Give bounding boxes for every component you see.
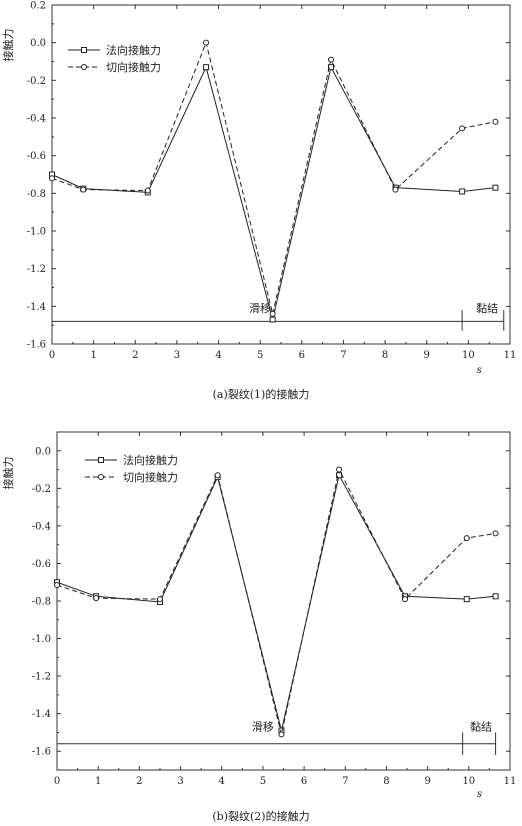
x-tick-label: 3: [174, 350, 180, 361]
x-tick-label: 10: [462, 776, 475, 787]
chart-a: 0 1 2 3 4 5 6 7 8 9 10 11 0.2 0.0 -0.2 -0.4 -0.6 -0.8 -1.0…: [1, 1, 516, 402]
x-tick-label: 2: [132, 350, 138, 361]
y-tick-label: -1.2: [27, 264, 46, 275]
x-tick-label: 9: [424, 350, 430, 361]
y-tick-label: -0.4: [32, 521, 51, 532]
y-tick-label: -0.8: [32, 597, 51, 608]
y-tick-label: -0.8: [27, 189, 46, 200]
data-point-tangential: [144, 187, 151, 194]
data-point-tangential: [269, 310, 276, 317]
legend-entry-normal: 法向接触力: [85, 453, 178, 467]
legend-label: 法向接触力: [123, 453, 178, 467]
data-point-tangential: [459, 125, 466, 132]
annotation-slip: 滑移: [249, 302, 271, 315]
x-axis-label: s: [477, 365, 482, 376]
x-tick-label: 0: [54, 776, 60, 787]
x-tick-label: 2: [136, 776, 142, 787]
series-line-tangential: [56, 468, 496, 735]
y-tick-label: -0.4: [27, 114, 46, 125]
y-tick-label: -1.4: [32, 709, 51, 720]
y-tick-label: -1.6: [27, 340, 46, 351]
data-point-normal: [459, 188, 466, 195]
legend-label: 法向接触力: [106, 43, 161, 57]
data-point-tangential: [80, 186, 87, 193]
x-tick-label: 0: [49, 350, 55, 361]
y-tick-label: -0.2: [32, 484, 51, 495]
x-tick-label: 7: [342, 776, 348, 787]
x-tick-label: 11: [504, 776, 517, 787]
series-line-normal: [56, 473, 496, 731]
x-tick-label: 8: [383, 776, 389, 787]
data-point-tangential: [327, 56, 334, 63]
x-tick-label: 4: [215, 350, 221, 361]
x-tick-label: 5: [260, 776, 266, 787]
legend-label: 切向接触力: [123, 470, 178, 484]
data-point-normal: [269, 316, 276, 323]
data-point-normal: [203, 64, 210, 71]
data-point-tangential: [336, 466, 343, 473]
y-tick-label: -1.2: [32, 672, 51, 683]
annotation-slip: 滑移: [252, 721, 274, 734]
legend-entry-normal: 法向接触力: [68, 43, 161, 57]
chart-b: 0 1 2 3 4 5 6 7 8 9 10 11 0.0 -0.2 -0.4 -0.6 -0.8 -1.0 -1.…: [1, 431, 517, 823]
figure-caption: (a)裂纹(1)的接触力: [213, 387, 310, 401]
x-tick-label: 1: [90, 350, 96, 361]
legend-marker: [81, 47, 87, 53]
data-point-tangential: [203, 39, 210, 46]
data-point-normal: [492, 593, 499, 600]
y-tick-label: -1.0: [32, 634, 51, 645]
x-axis-label: s: [477, 789, 482, 800]
x-tick-label: 3: [177, 776, 183, 787]
series-line-normal: [51, 65, 496, 320]
series-line-tangential: [51, 41, 496, 314]
y-tick-label: -0.2: [27, 76, 46, 87]
y-tick-label: -1.6: [32, 747, 51, 758]
x-tick-label: 1: [95, 776, 101, 787]
x-tick-label: 6: [299, 350, 305, 361]
x-tick-label: 4: [219, 776, 225, 787]
data-point-tangential: [54, 582, 60, 589]
legend-label: 切向接触力: [106, 60, 161, 74]
data-point-normal: [492, 184, 499, 191]
data-point-tangential: [49, 175, 55, 182]
legend-entry-tangential: 切向接触力: [68, 60, 161, 74]
data-point-tangential: [93, 595, 100, 602]
x-tick-label: 11: [504, 350, 517, 361]
y-tick-label: -1.4: [27, 302, 46, 313]
x-tick-label: 6: [301, 776, 307, 787]
x-tick-label: 5: [257, 350, 263, 361]
annotation-stick: 黏结: [476, 301, 498, 315]
legend-marker: [98, 474, 104, 480]
legend-marker: [81, 64, 87, 70]
data-point-normal: [327, 64, 334, 71]
y-tick-label: -0.6: [32, 559, 51, 570]
y-tick-label: 0.2: [30, 1, 46, 12]
annotation-stick: 黏结: [470, 720, 492, 734]
legend-entry-tangential: 切向接触力: [85, 470, 178, 484]
data-point-tangential: [492, 530, 499, 537]
y-axis-label: 接触力: [1, 29, 15, 62]
data-point-tangential: [214, 472, 221, 479]
x-tick-label: 9: [424, 776, 430, 787]
data-point-tangential: [401, 596, 408, 603]
legend-marker: [98, 457, 104, 463]
data-point-tangential: [278, 731, 285, 738]
x-tick-label: 10: [462, 350, 475, 361]
x-tick-label: 8: [382, 350, 388, 361]
data-point-tangential: [156, 596, 163, 603]
y-tick-label: -0.6: [27, 151, 46, 162]
y-tick-label: -1.0: [27, 227, 46, 238]
y-tick-label: 0.0: [30, 38, 46, 49]
y-axis-label: 接触力: [1, 457, 15, 490]
x-tick-label: 7: [340, 350, 346, 361]
data-point-tangential: [463, 535, 470, 542]
data-point-tangential: [392, 186, 399, 193]
figure-caption: (b)裂纹(2)的接触力: [212, 809, 309, 823]
data-point-tangential: [492, 118, 499, 125]
y-tick-label: 0.0: [35, 446, 51, 457]
data-point-normal: [463, 596, 470, 603]
